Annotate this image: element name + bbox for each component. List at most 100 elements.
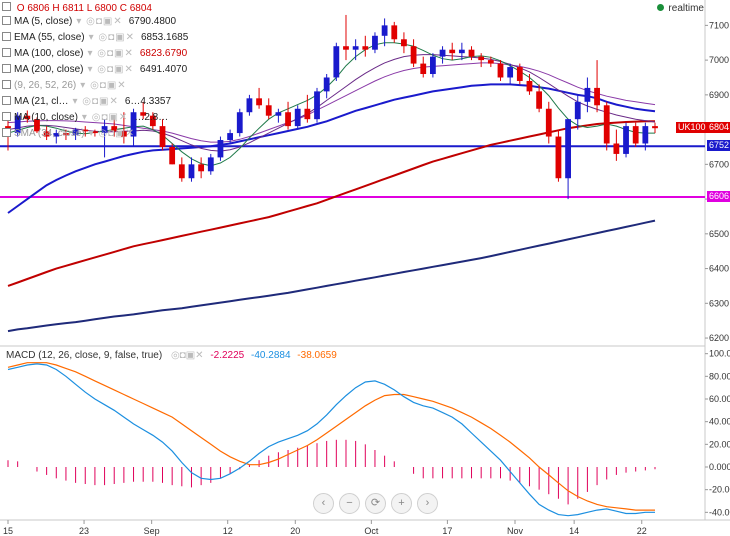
time-tick-label: Nov xyxy=(507,526,524,536)
macd-line-value: -40.2884 xyxy=(251,350,291,361)
time-tick-label: 23 xyxy=(79,526,89,536)
price-tag-value: 6752 xyxy=(707,140,730,152)
indicator-value: …2.8… xyxy=(134,112,169,123)
indicator-toggle-checkbox[interactable] xyxy=(2,16,11,25)
indicator-toggle-checkbox[interactable] xyxy=(2,112,11,121)
indicator-row[interactable]: MA (200, close) ▾ ◎◘▣✕ 6491.4070 xyxy=(2,63,187,77)
candle-body xyxy=(642,126,649,144)
candle-body xyxy=(53,133,60,137)
indicator-row[interactable]: MA (21, cl… ▾ ◎◘▣✕ 6…4.3357 xyxy=(2,95,171,109)
price-tick-label: 7100 xyxy=(709,20,729,30)
candle-body xyxy=(565,119,571,179)
candle-body xyxy=(198,164,205,172)
candle-body xyxy=(449,49,456,54)
candle-body xyxy=(352,46,359,50)
candle-body xyxy=(130,112,137,137)
price-tick-label: 6400 xyxy=(709,264,729,274)
indicator-controls-icon[interactable]: ▾ ◎◘▣✕ xyxy=(88,32,135,43)
time-tick-label: 17 xyxy=(442,526,452,536)
candle-body xyxy=(323,77,330,92)
time-tick-label: 20 xyxy=(290,526,300,536)
high-label: H xyxy=(52,3,60,14)
candle-body xyxy=(391,25,398,40)
candle-body xyxy=(468,49,475,57)
macd-tick-label: -40.00 xyxy=(709,507,730,517)
candle-body xyxy=(169,146,176,165)
indicator-controls-icon[interactable]: ▾ ◎◘▣✕ xyxy=(81,112,129,123)
candle-body xyxy=(439,49,446,57)
low-label: L xyxy=(86,3,92,14)
realtime-status: realtime xyxy=(657,3,704,14)
candle-body xyxy=(555,136,562,179)
indicator-row[interactable]: MA (5, close) ▾ ◎◘▣✕ 6790.4800 xyxy=(2,15,176,29)
indicator-toggle-checkbox[interactable] xyxy=(2,96,11,105)
candle-body xyxy=(34,119,40,132)
time-tick-label: Oct xyxy=(364,526,379,536)
indicator-toggle-checkbox[interactable] xyxy=(2,80,11,89)
macd-line xyxy=(7,363,655,517)
candle-body xyxy=(458,49,465,54)
indicator-controls-icon[interactable]: ▾ ◎◘▣✕ xyxy=(72,96,119,107)
indicator-row[interactable]: MA (10, close) ▾ ◎◘▣✕ …2.8… xyxy=(2,111,168,125)
candle-body xyxy=(603,105,610,144)
indicator-controls-icon[interactable]: ▾ ◎◘▣✕ xyxy=(87,48,134,59)
candle-body xyxy=(516,67,523,81)
candle-body xyxy=(256,98,262,106)
scroll-left-button[interactable]: ‹ xyxy=(313,493,334,514)
zoom-out-button[interactable]: − xyxy=(339,493,360,514)
indicator-controls-icon[interactable]: ▾ ◎◘▣✕ xyxy=(76,16,123,27)
candle-body xyxy=(429,56,436,75)
price-tick-label: 6700 xyxy=(709,159,729,169)
candle-body xyxy=(343,46,349,50)
macd-legend-label[interactable]: MACD (12, 26, close, 9, false, true) xyxy=(6,350,163,361)
indicator-row[interactable]: EMA (55, close) ▾ ◎◘▣✕ 6853.1685 xyxy=(2,31,188,45)
candle-body xyxy=(584,87,591,102)
indicator-row[interactable]: (9, 26, 52, 26) ▾ ◎◘▣✕ xyxy=(2,79,133,93)
candle-body xyxy=(381,25,388,36)
indicator-controls-icon[interactable]: ▾ ◎◘▣✕ xyxy=(87,64,134,75)
zoom-in-button[interactable]: + xyxy=(391,493,412,514)
indicator-controls-icon[interactable]: ▾ ◎◘▣✕ xyxy=(80,80,127,91)
candle-body xyxy=(594,87,600,106)
candle-body xyxy=(43,131,50,137)
candle-body xyxy=(410,46,417,64)
macd-tick-label: 20.00 xyxy=(709,439,730,449)
macd-hist-value: -2.2225 xyxy=(210,350,245,361)
indicator-label: EMA (55, close) xyxy=(14,32,85,43)
candle-body xyxy=(372,35,378,50)
scroll-right-button[interactable]: › xyxy=(417,493,438,514)
indicator-value: 6…4.3357 xyxy=(124,96,172,107)
indicator-label: (9, 26, 52, 26) xyxy=(14,80,77,91)
overlay-ma-21-close- xyxy=(7,62,656,143)
price-tick-label: 6300 xyxy=(709,298,729,308)
candle-body xyxy=(72,129,79,135)
candle-body xyxy=(632,126,639,144)
price-tag-label: UK100 xyxy=(676,122,708,134)
candle-body xyxy=(140,112,147,116)
macd-controls-icon[interactable]: ◎◘▣✕ xyxy=(170,350,204,361)
candle-body xyxy=(333,46,340,78)
macd-tick-label: -20.00 xyxy=(709,485,730,495)
time-tick-label: Sep xyxy=(144,526,160,536)
indicator-row[interactable]: MA (100, close) ▾ ◎◘▣✕ 6823.6790 xyxy=(2,47,187,61)
candle-body xyxy=(623,126,629,154)
ohlc-readout: O 6806 H 6811 L 6800 C 6804 xyxy=(2,2,152,14)
ohlc-toggle[interactable] xyxy=(2,2,11,11)
indicator-controls-icon[interactable]: ▾ ◎◘▣✕ xyxy=(88,128,135,139)
reset-view-button[interactable]: ⟳ xyxy=(365,493,386,514)
macd-tick-label: 100.00 xyxy=(709,349,730,359)
indicator-toggle-checkbox[interactable] xyxy=(2,48,11,57)
open-label: O xyxy=(16,3,25,14)
macd-tick-label: 0.000 xyxy=(709,462,730,472)
candle-body xyxy=(24,115,31,120)
indicator-toggle-checkbox[interactable] xyxy=(2,128,11,137)
overlay-ma-200-close- xyxy=(7,219,656,333)
indicator-toggle-checkbox[interactable] xyxy=(2,64,11,73)
realtime-dot-icon xyxy=(657,4,665,11)
candle-body xyxy=(92,131,98,134)
price-tag-value: 6804 xyxy=(707,122,730,134)
indicator-toggle-checkbox[interactable] xyxy=(2,32,11,41)
indicator-value: 6491.4070 xyxy=(139,64,188,75)
indicator-row[interactable]: SMA (34, close) ▾ ◎◘▣✕ xyxy=(2,127,141,141)
